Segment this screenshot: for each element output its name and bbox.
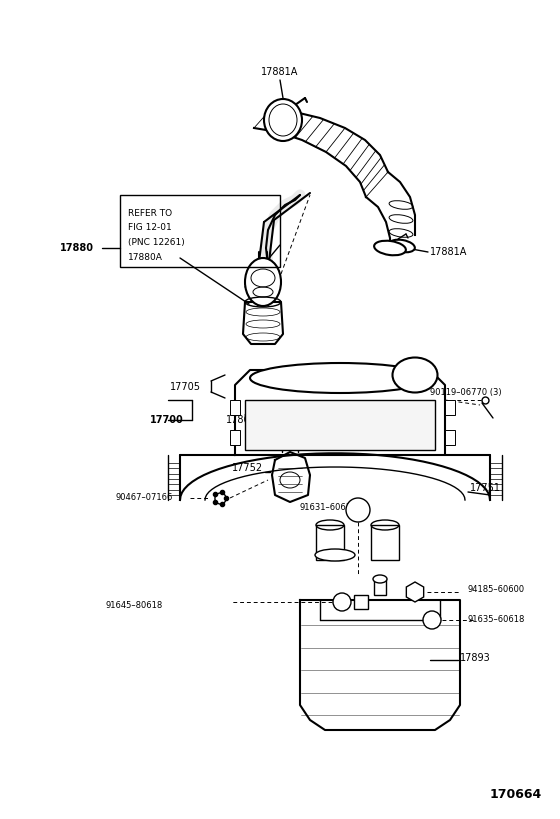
Text: FIG 12-01: FIG 12-01 <box>128 224 172 233</box>
Bar <box>354 595 368 609</box>
Text: 17880A: 17880A <box>128 254 163 263</box>
Bar <box>120 195 280 267</box>
Bar <box>316 525 344 560</box>
Text: 17881A: 17881A <box>430 247 468 257</box>
Circle shape <box>346 498 370 522</box>
Text: 91631–60614: 91631–60614 <box>300 504 357 513</box>
Polygon shape <box>300 600 460 730</box>
Ellipse shape <box>389 240 415 252</box>
Ellipse shape <box>393 358 437 392</box>
Text: 17705: 17705 <box>170 382 201 392</box>
Bar <box>445 400 455 415</box>
Ellipse shape <box>374 241 406 256</box>
Ellipse shape <box>250 363 430 393</box>
Text: 17893: 17893 <box>460 653 491 663</box>
Polygon shape <box>235 370 445 455</box>
Text: B: B <box>339 598 345 607</box>
Text: B: B <box>354 505 361 515</box>
Text: 17801: 17801 <box>226 415 256 425</box>
Bar <box>230 430 240 445</box>
Polygon shape <box>272 452 310 502</box>
Ellipse shape <box>264 99 302 141</box>
Bar <box>245 400 435 450</box>
Ellipse shape <box>373 575 387 583</box>
Text: 91645–80618: 91645–80618 <box>105 600 162 609</box>
Text: 91635–60618: 91635–60618 <box>468 616 525 625</box>
Text: REFER TO: REFER TO <box>128 209 172 218</box>
Text: 94185–60600: 94185–60600 <box>468 586 525 595</box>
Text: n: n <box>413 367 419 377</box>
Text: 170664: 170664 <box>490 789 542 802</box>
Text: 90467–07166: 90467–07166 <box>115 494 172 503</box>
Bar <box>445 430 455 445</box>
Text: 17881A: 17881A <box>262 67 298 77</box>
Text: B: B <box>429 616 435 625</box>
Text: 90119–06770 (3): 90119–06770 (3) <box>430 388 502 397</box>
Ellipse shape <box>315 549 355 561</box>
Bar <box>230 400 240 415</box>
Ellipse shape <box>245 258 281 306</box>
Polygon shape <box>243 302 283 344</box>
Circle shape <box>333 593 351 611</box>
Text: 17751: 17751 <box>470 483 501 493</box>
Text: 17880: 17880 <box>60 243 94 253</box>
Bar <box>371 525 399 560</box>
Text: N: N <box>412 587 418 596</box>
Circle shape <box>423 611 441 629</box>
Text: 17700: 17700 <box>150 415 184 425</box>
Text: (PNC 12261): (PNC 12261) <box>128 238 185 247</box>
Bar <box>374 579 386 595</box>
Text: 17752: 17752 <box>232 463 263 473</box>
